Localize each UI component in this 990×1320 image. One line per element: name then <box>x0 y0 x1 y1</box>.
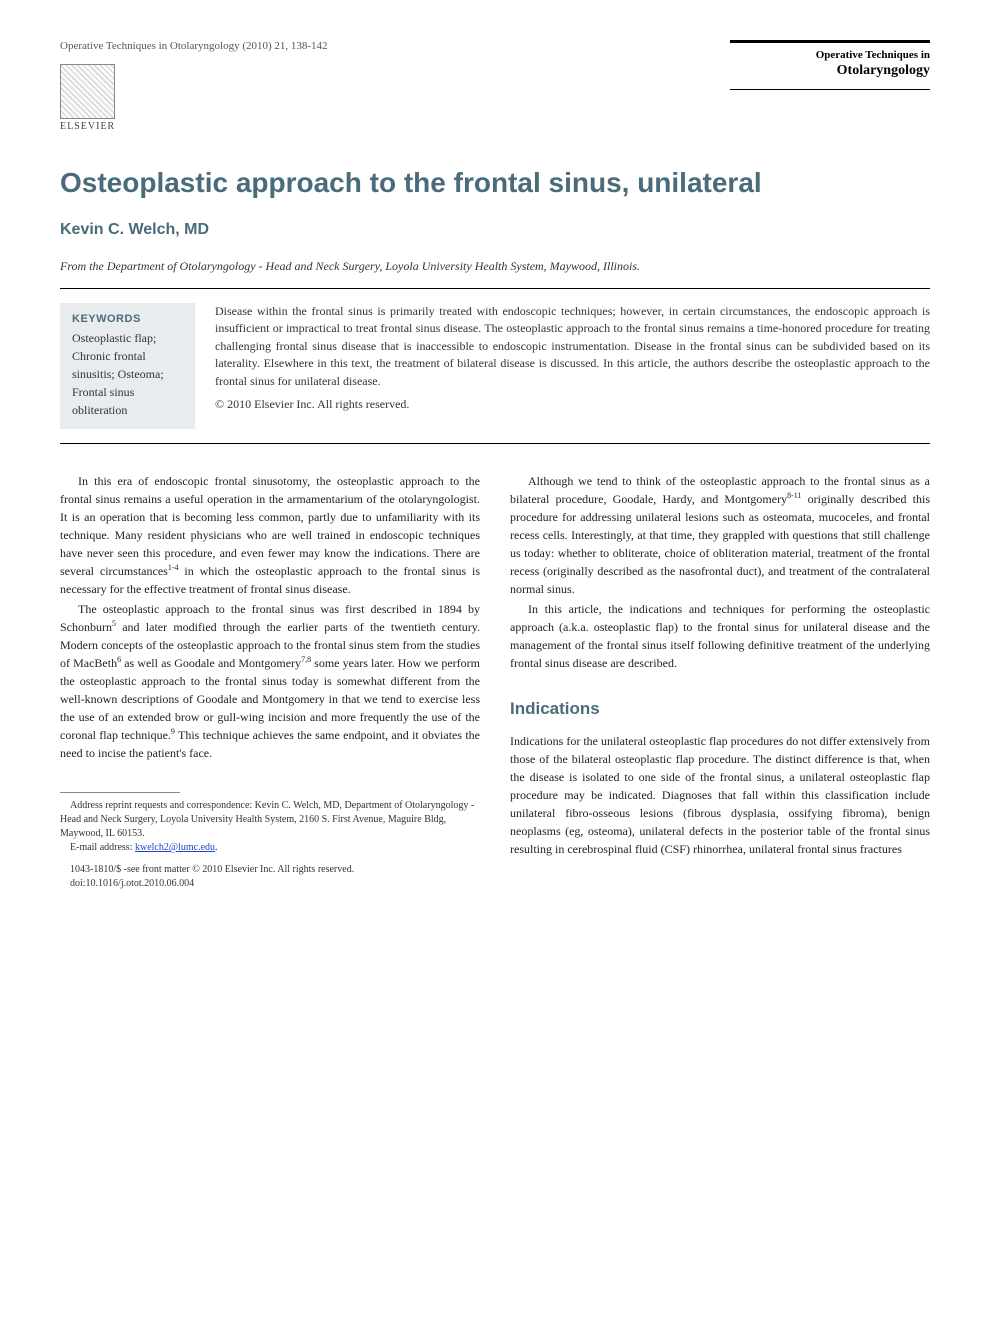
article-title: Osteoplastic approach to the frontal sin… <box>60 167 930 199</box>
journal-name: Otolaryngology <box>730 63 930 79</box>
abstract-text: Disease within the frontal sinus is prim… <box>215 303 930 390</box>
citation-line: Operative Techniques in Otolaryngology (… <box>60 40 328 52</box>
author-name: Kevin C. Welch, MD <box>60 221 930 239</box>
body-columns: In this era of endoscopic frontal sinuso… <box>60 472 930 891</box>
keywords-list: Osteoplastic flap; Chronic frontal sinus… <box>72 329 183 419</box>
publisher-logo: ELSEVIER <box>60 64 115 132</box>
right-paragraph-2: In this article, the indications and tec… <box>510 600 930 672</box>
email-link[interactable]: kwelch2@lumc.edu <box>135 842 215 853</box>
journal-brand: Operative Techniques in Otolaryngology <box>730 40 930 90</box>
email-footnote: E-mail address: kwelch2@lumc.edu. <box>60 841 480 855</box>
right-paragraph-1: Although we tend to think of the osteopl… <box>510 472 930 598</box>
intro-paragraph-1: In this era of endoscopic frontal sinuso… <box>60 472 480 598</box>
header-left: Operative Techniques in Otolaryngology (… <box>60 40 328 132</box>
indications-paragraph: Indications for the unilateral osteoplas… <box>510 732 930 858</box>
citation-ref: 1-4 <box>168 563 179 572</box>
author-affiliation: From the Department of Otolaryngology - … <box>60 259 930 274</box>
correspondence-footnote: Address reprint requests and corresponde… <box>60 799 480 841</box>
publisher-name: ELSEVIER <box>60 121 115 132</box>
page-header: Operative Techniques in Otolaryngology (… <box>60 40 930 132</box>
intro-paragraph-2: The osteoplastic approach to the frontal… <box>60 600 480 762</box>
abstract-text-col: Disease within the frontal sinus is prim… <box>215 303 930 429</box>
doi-footnote: doi:10.1016/j.otot.2010.06.004 <box>60 877 480 891</box>
indications-heading: Indications <box>510 696 930 722</box>
journal-prefix: Operative Techniques in <box>730 49 930 61</box>
keywords-box: KEYWORDS Osteoplastic flap; Chronic fron… <box>60 303 195 429</box>
elsevier-tree-icon <box>60 64 115 119</box>
left-column: In this era of endoscopic frontal sinuso… <box>60 472 480 891</box>
citation-ref: 7,8 <box>301 655 311 664</box>
right-column: Although we tend to think of the osteopl… <box>510 472 930 891</box>
abstract-block: KEYWORDS Osteoplastic flap; Chronic fron… <box>60 288 930 444</box>
citation-ref: 8-11 <box>787 491 801 500</box>
abstract-copyright: © 2010 Elsevier Inc. All rights reserved… <box>215 396 930 413</box>
footnote-separator <box>60 792 180 793</box>
keywords-heading: KEYWORDS <box>72 313 183 325</box>
issn-footnote: 1043-1810/$ -see front matter © 2010 Els… <box>60 863 480 877</box>
